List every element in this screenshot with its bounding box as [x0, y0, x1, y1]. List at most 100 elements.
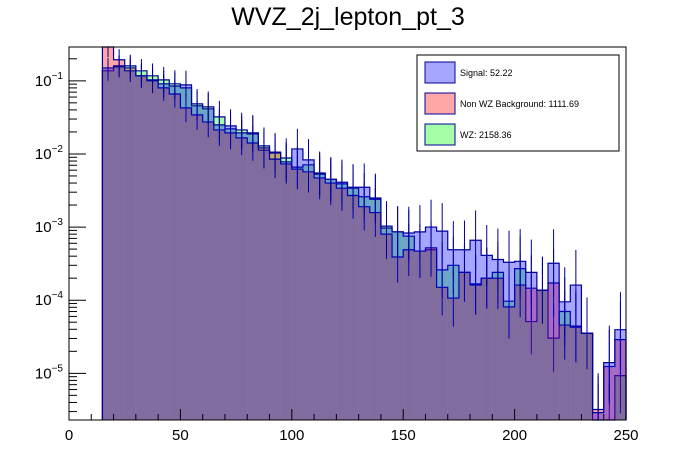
bar-signal [135, 75, 147, 420]
legend-entry-signal: Signal: 52.22 [424, 61, 513, 84]
legend: Signal: 52.22 Non WZ Background: 1111.69 W… [416, 54, 620, 152]
bar-non-wz-background [336, 188, 348, 420]
legend-swatch [424, 61, 456, 84]
bar-non-wz-background [146, 79, 159, 421]
series-signal [101, 55, 627, 421]
bar-signal [447, 249, 459, 420]
bar-wz [336, 183, 348, 420]
bar-non-wz-background [124, 67, 136, 420]
bar-wz [481, 278, 493, 420]
bar-signal [548, 263, 560, 420]
bar-wz [392, 231, 404, 420]
legend-swatch [424, 92, 456, 115]
bar-wz [224, 128, 237, 420]
bar-signal [146, 80, 159, 420]
y-tick-label: 10−3 [35, 217, 64, 236]
bar-signal [169, 85, 181, 421]
bar-wz [347, 188, 359, 420]
y-tick-label: 10−1 [35, 71, 64, 90]
bar-wz [447, 265, 459, 420]
bar-signal [280, 161, 292, 421]
bar-wz [325, 179, 337, 420]
bar-signal [347, 187, 359, 420]
bar-non-wz-background [169, 94, 181, 420]
bar-non-wz-background [570, 327, 582, 420]
bar-wz [124, 65, 136, 420]
bar-non-wz-background [536, 290, 549, 420]
bar-wz [369, 199, 381, 420]
bar-wz [492, 272, 504, 420]
bar-wz [291, 167, 303, 420]
bar-non-wz-background [548, 282, 560, 420]
bar-signal [470, 240, 482, 420]
bar-non-wz-background [325, 183, 337, 420]
bar-signal [481, 255, 493, 420]
bar-signal [369, 197, 381, 420]
bar-wz [180, 87, 192, 420]
plot-frame [68, 46, 627, 421]
x-tick-label: 100 [279, 427, 304, 444]
bar-non-wz-background [358, 206, 370, 420]
bar-signal [314, 174, 326, 420]
bar-non-wz-background [447, 298, 459, 420]
bar-signal [124, 70, 136, 420]
bar-signal [392, 231, 404, 420]
bar-wz [269, 152, 281, 420]
bar-signal [158, 83, 170, 421]
bar-wz [113, 66, 125, 420]
legend-label: Non WZ Background: 1111.69 [460, 99, 579, 109]
bar-non-wz-background [236, 137, 248, 420]
x-tick-label: 50 [172, 427, 189, 444]
bar-non-wz-background [102, 47, 114, 420]
bar-wz [314, 172, 326, 420]
series-wz [101, 54, 627, 421]
bar-non-wz-background [581, 333, 593, 420]
bar-non-wz-background [380, 234, 393, 420]
legend-label: Signal: 52.22 [460, 68, 513, 78]
bar-non-wz-background [525, 288, 537, 420]
bar-signal [247, 133, 259, 421]
bar-wz [358, 196, 370, 420]
x-tick-label: 150 [391, 427, 416, 444]
bar-wz [302, 164, 315, 420]
bar-signal [302, 159, 315, 420]
bar-non-wz-background [113, 59, 125, 420]
bar-non-wz-background [291, 169, 303, 420]
bar-signal [503, 262, 515, 420]
bar-wz [102, 70, 114, 420]
bar-wz [403, 236, 415, 420]
bar-non-wz-background [369, 212, 381, 420]
bar-non-wz-background [280, 163, 292, 421]
bar-wz [414, 251, 426, 420]
bar-wz [503, 301, 515, 420]
bar-non-wz-background [258, 147, 270, 420]
bar-wz [570, 326, 582, 420]
bar-signal [514, 261, 526, 420]
bar-signal [458, 249, 471, 420]
bar-signal [336, 182, 348, 420]
bar-signal [436, 231, 448, 420]
bar-non-wz-background [135, 75, 147, 420]
bar-wz [202, 106, 214, 420]
bar-wz [514, 268, 526, 420]
bar-non-wz-background [392, 256, 404, 420]
bar-non-wz-background [503, 306, 515, 420]
y-tick-label: 10−5 [35, 363, 64, 382]
bar-non-wz-background [458, 272, 471, 420]
bar-signal [380, 228, 393, 420]
bar-wz [247, 132, 259, 421]
bar-wz [581, 333, 593, 420]
legend-swatch [424, 123, 456, 146]
bar-signal [358, 187, 370, 420]
x-tick-label: 250 [613, 427, 638, 444]
bar-non-wz-background [347, 195, 359, 420]
bar-non-wz-background [481, 278, 493, 420]
bar-signal [581, 333, 593, 420]
y-tick-label: 10−2 [35, 144, 64, 163]
bar-wz [146, 75, 159, 420]
bar-signal [113, 65, 125, 420]
legend-label: WZ: 2158.36 [460, 130, 512, 140]
bar-signal [536, 290, 549, 420]
bar-non-wz-background [158, 87, 170, 420]
